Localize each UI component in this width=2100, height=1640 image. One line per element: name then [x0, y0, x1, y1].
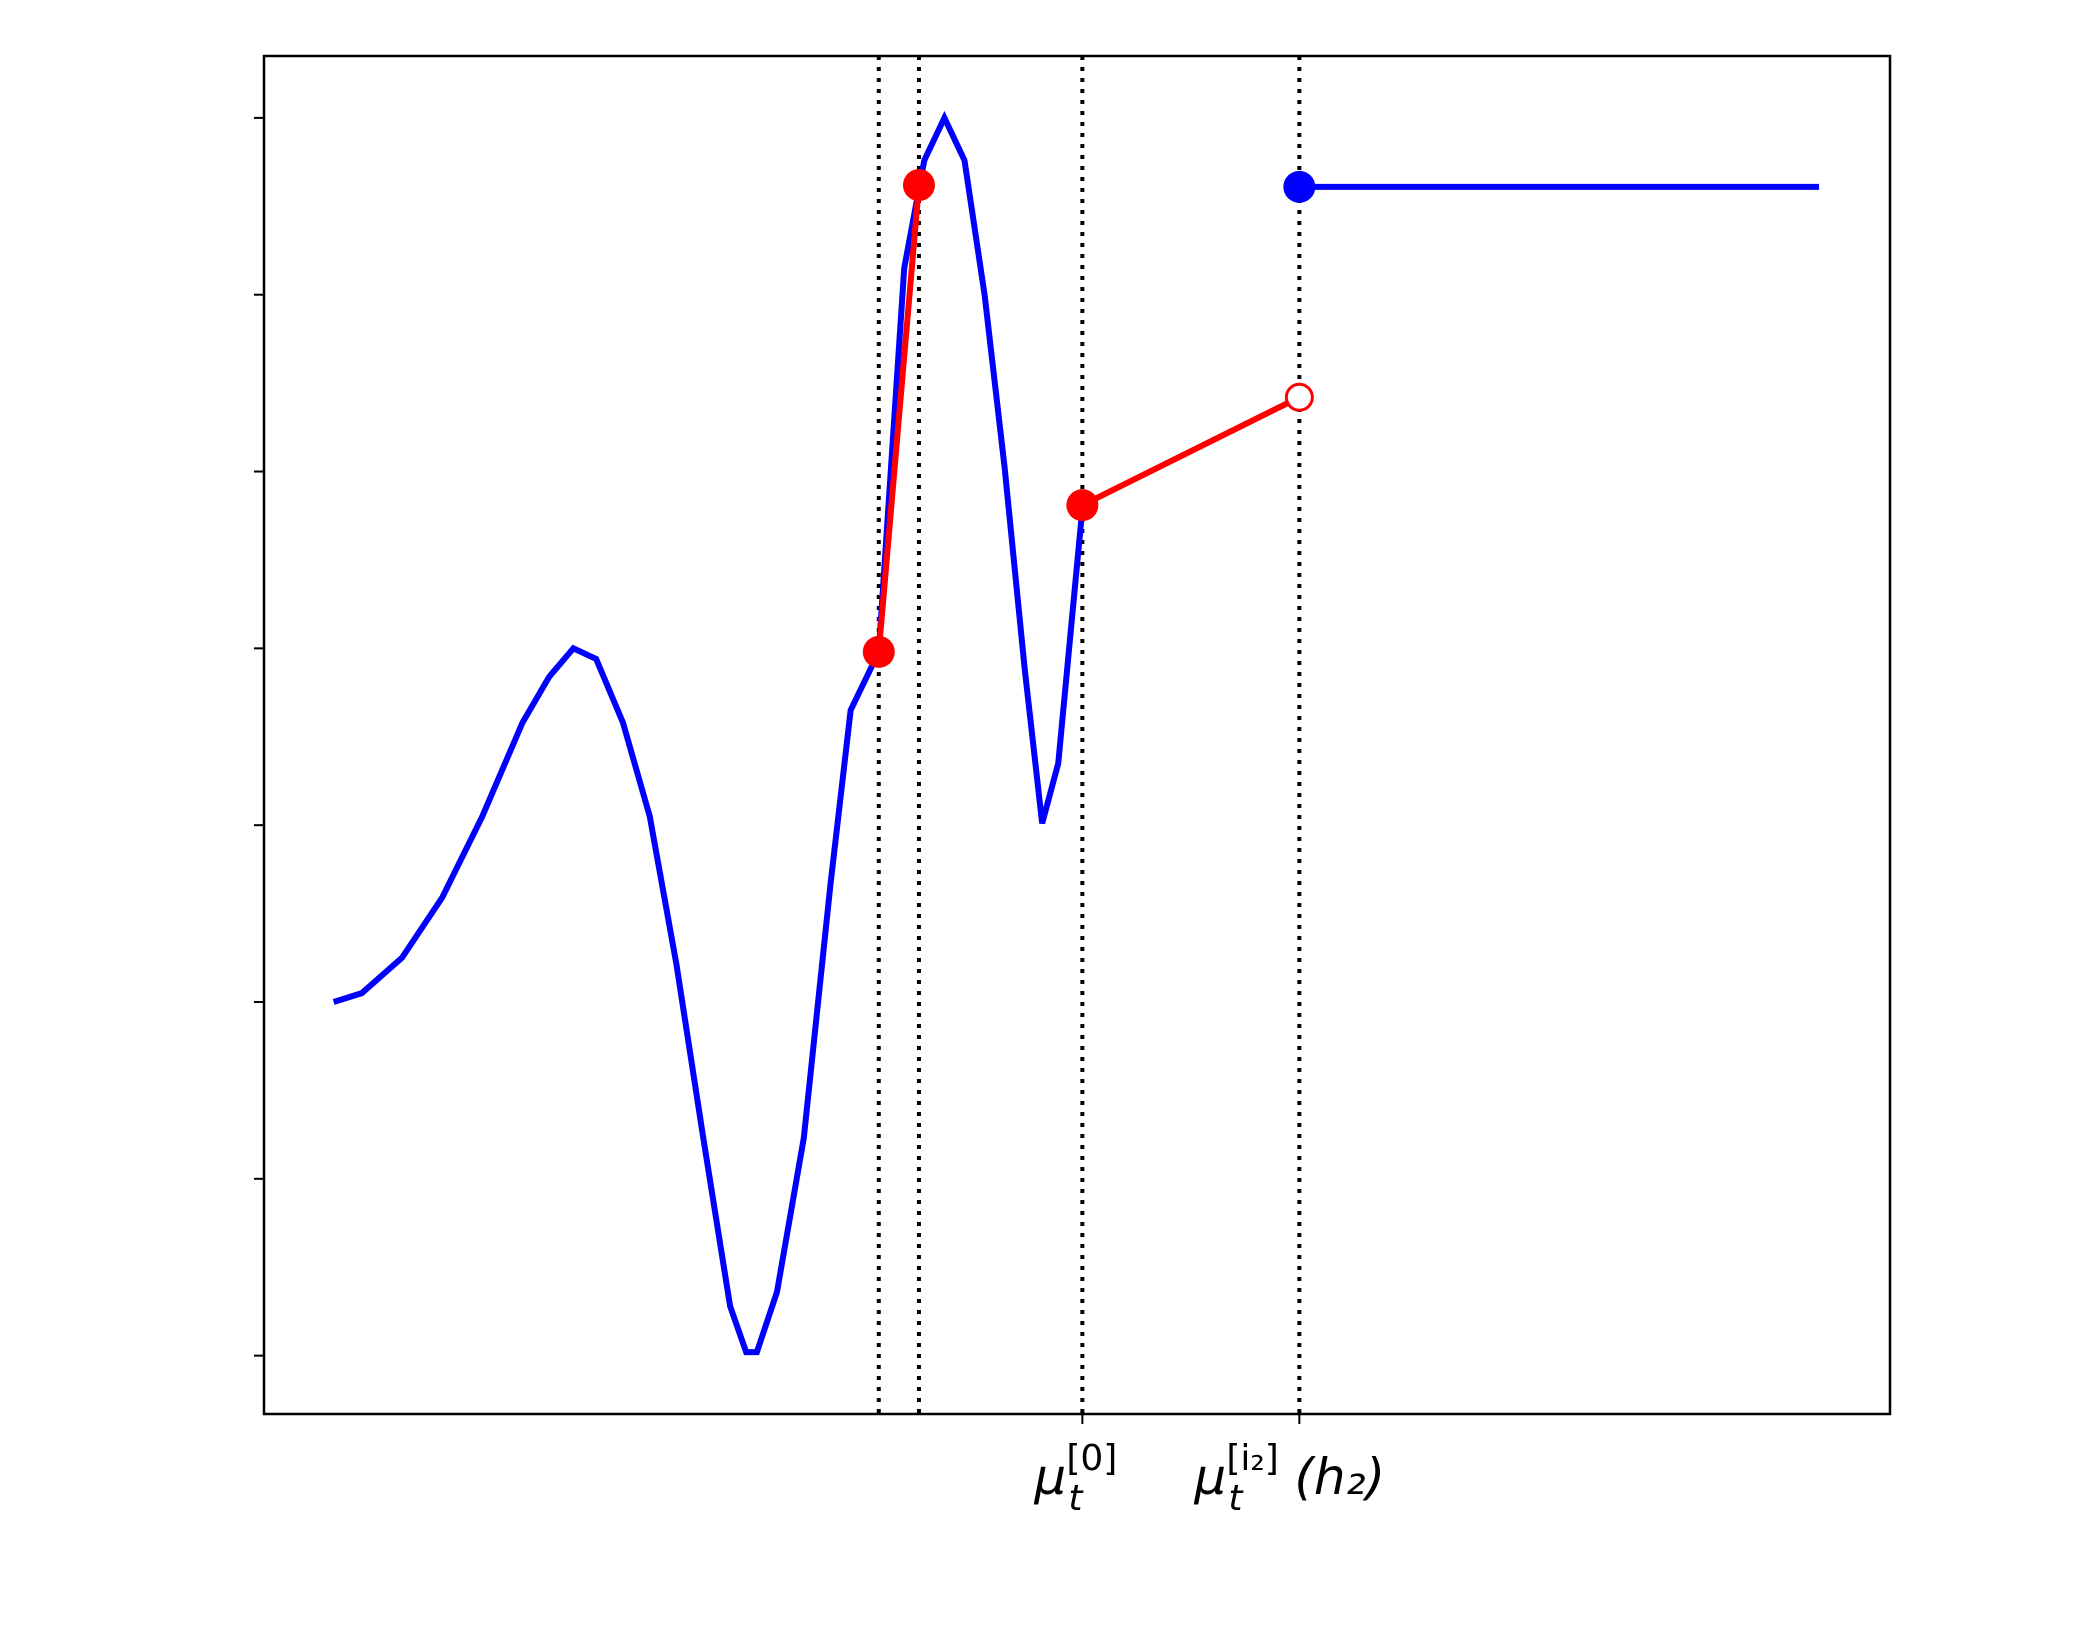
point-marker [862, 635, 895, 668]
x-tick-label-suffix: (h₂) [1294, 1448, 1385, 1506]
x-tick-label-sup: [0] [1066, 1438, 1117, 1479]
series-line [875, 184, 922, 653]
x-tick-label-base: μ [1033, 1448, 1066, 1506]
point-marker [1284, 382, 1314, 412]
series-line [332, 110, 1086, 1356]
x-tick-label-sub: t [1228, 1478, 1244, 1519]
x-tick-label-base: μ [1193, 1448, 1226, 1506]
x-tick-label-sub: t [1068, 1478, 1084, 1519]
point-marker [902, 169, 935, 202]
point-marker [1283, 170, 1316, 203]
point-marker [1066, 489, 1099, 522]
x-tick-label-sup: [i₂] [1226, 1438, 1279, 1479]
axes-frame [262, 54, 1892, 1416]
series-line [1081, 394, 1301, 508]
